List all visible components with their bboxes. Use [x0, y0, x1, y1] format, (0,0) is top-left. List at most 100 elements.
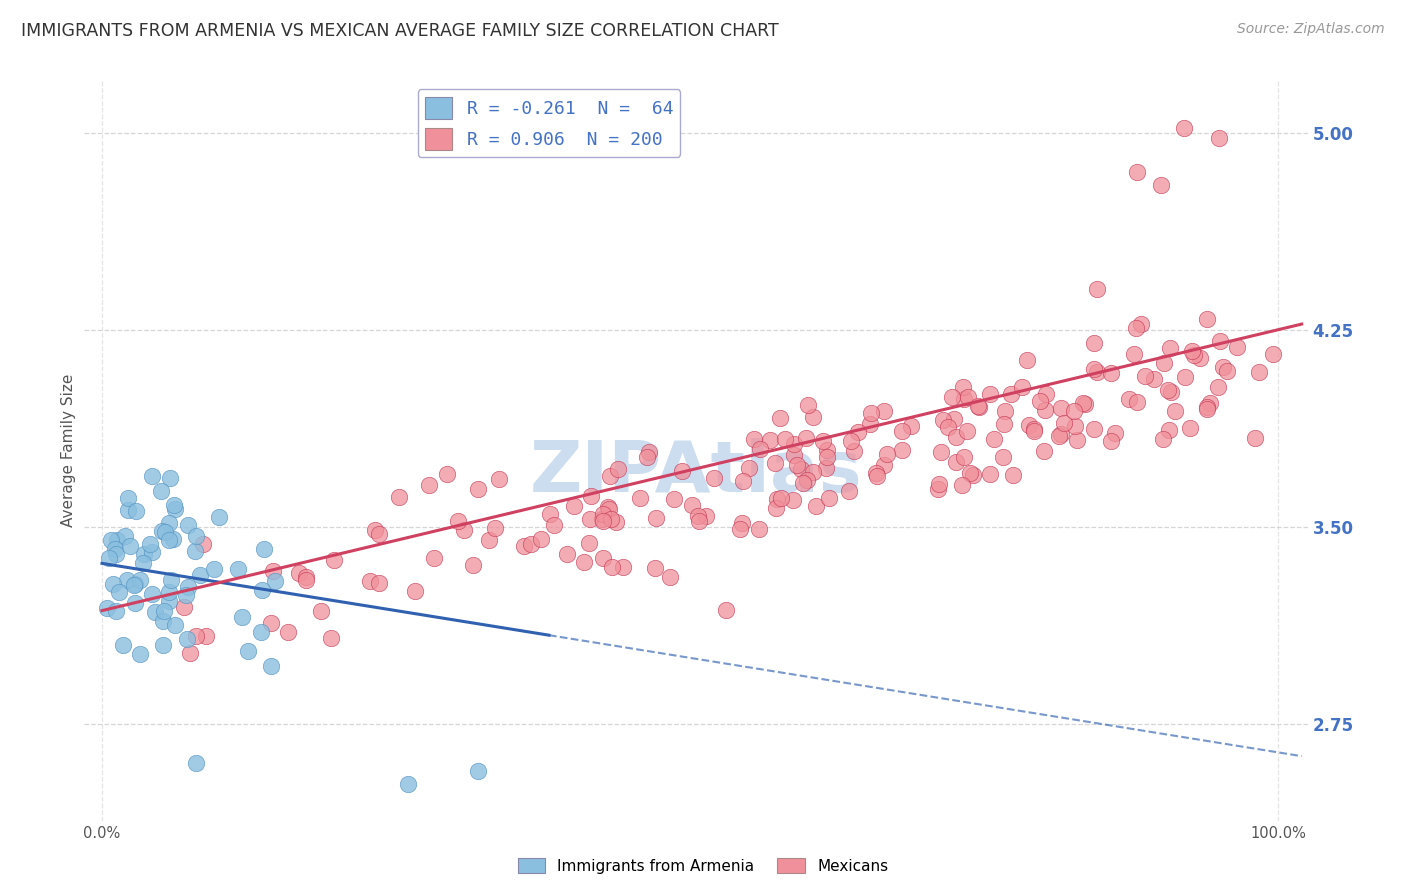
- Point: [264, 574, 287, 589]
- Point: [600, 512, 623, 526]
- Point: [1153, 356, 1175, 370]
- Point: [686, 509, 709, 524]
- Point: [983, 432, 1005, 446]
- Point: [294, 569, 316, 583]
- Point: [396, 777, 419, 791]
- Point: [191, 537, 214, 551]
- Point: [368, 576, 391, 591]
- Point: [612, 560, 634, 574]
- Point: [388, 490, 411, 504]
- Point: [557, 547, 579, 561]
- Point: [1071, 396, 1094, 410]
- Point: [184, 756, 207, 770]
- Point: [931, 413, 953, 427]
- Point: [638, 444, 661, 458]
- Point: [117, 491, 139, 505]
- Point: [1152, 432, 1174, 446]
- Point: [1063, 403, 1085, 417]
- Point: [252, 582, 274, 597]
- Point: [605, 515, 627, 529]
- Point: [796, 474, 818, 488]
- Point: [1022, 422, 1045, 436]
- Point: [226, 562, 249, 576]
- Point: [488, 472, 510, 486]
- Point: [1083, 362, 1105, 376]
- Point: [157, 533, 180, 547]
- Point: [453, 524, 475, 538]
- Point: [900, 419, 922, 434]
- Text: Source: ZipAtlas.com: Source: ZipAtlas.com: [1237, 22, 1385, 37]
- Point: [770, 491, 793, 505]
- Point: [813, 434, 835, 448]
- Point: [1261, 346, 1284, 360]
- Point: [1195, 402, 1218, 417]
- Point: [664, 491, 686, 506]
- Point: [859, 406, 882, 420]
- Point: [122, 578, 145, 592]
- Point: [1195, 400, 1218, 414]
- Point: [467, 483, 489, 497]
- Point: [952, 380, 974, 394]
- Point: [714, 603, 737, 617]
- Point: [1197, 312, 1219, 326]
- Point: [461, 558, 484, 573]
- Point: [173, 599, 195, 614]
- Point: [124, 577, 146, 591]
- Point: [202, 562, 225, 576]
- Point: [174, 588, 197, 602]
- Point: [659, 570, 682, 584]
- Point: [801, 465, 824, 479]
- Point: [132, 556, 155, 570]
- Point: [141, 587, 163, 601]
- Point: [950, 478, 973, 492]
- Point: [277, 625, 299, 640]
- Point: [1212, 360, 1234, 375]
- Point: [1063, 419, 1085, 434]
- Point: [1122, 347, 1144, 361]
- Point: [1050, 427, 1073, 442]
- Point: [994, 404, 1017, 418]
- Point: [101, 577, 124, 591]
- Point: [163, 498, 186, 512]
- Point: [628, 491, 651, 505]
- Point: [859, 417, 882, 431]
- Point: [815, 450, 838, 464]
- Point: [184, 629, 207, 643]
- Text: IMMIGRANTS FROM ARMENIA VS MEXICAN AVERAGE FAMILY SIZE CORRELATION CHART: IMMIGRANTS FROM ARMENIA VS MEXICAN AVERA…: [21, 22, 779, 40]
- Point: [738, 461, 761, 475]
- Point: [1074, 397, 1097, 411]
- Point: [96, 601, 118, 615]
- Point: [165, 618, 187, 632]
- Point: [1085, 282, 1108, 296]
- Point: [309, 604, 332, 618]
- Point: [139, 536, 162, 550]
- Point: [184, 544, 207, 558]
- Point: [128, 647, 150, 661]
- Point: [105, 533, 128, 547]
- Point: [959, 466, 981, 480]
- Point: [368, 527, 391, 541]
- Point: [1126, 395, 1149, 409]
- Point: [104, 541, 127, 556]
- Point: [592, 507, 614, 521]
- Point: [574, 555, 596, 569]
- Point: [288, 566, 311, 581]
- Point: [967, 399, 990, 413]
- Point: [952, 450, 974, 464]
- Point: [1083, 422, 1105, 436]
- Point: [941, 391, 963, 405]
- Point: [942, 412, 965, 426]
- Point: [695, 509, 717, 524]
- Point: [543, 517, 565, 532]
- Point: [157, 594, 180, 608]
- Point: [253, 542, 276, 557]
- Point: [928, 476, 950, 491]
- Point: [1118, 392, 1140, 406]
- Point: [783, 437, 806, 451]
- Point: [945, 455, 967, 469]
- Point: [1011, 380, 1033, 394]
- Point: [768, 411, 790, 425]
- Point: [1156, 383, 1178, 397]
- Point: [731, 516, 754, 530]
- Point: [1053, 416, 1076, 430]
